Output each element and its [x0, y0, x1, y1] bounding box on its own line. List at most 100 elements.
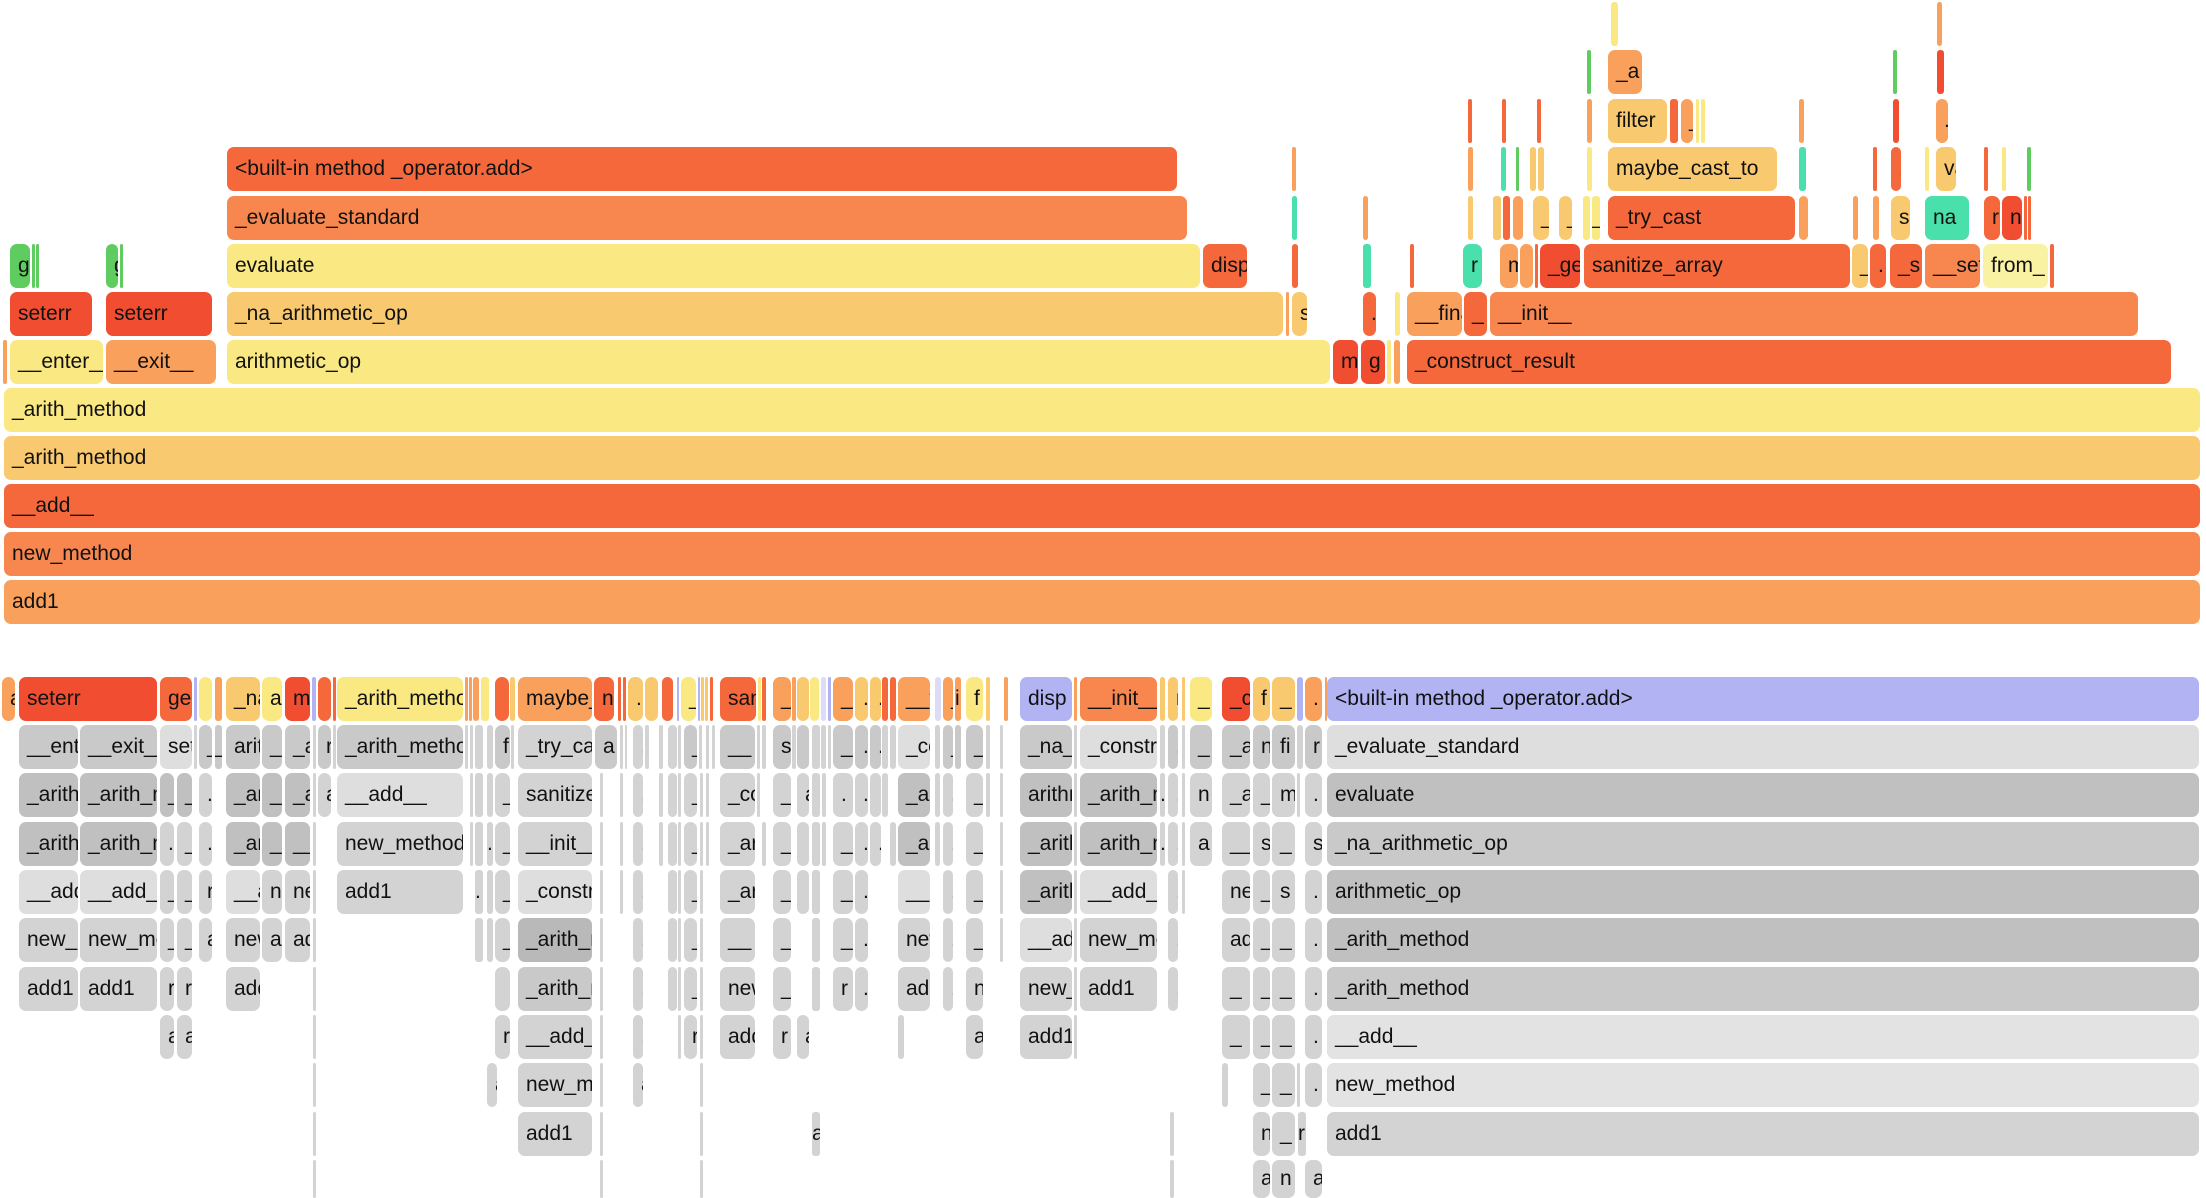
frame-tick[interactable] [1182, 822, 1185, 866]
frame-tick[interactable] [762, 725, 766, 769]
frame-add1[interactable]: add1 [4, 580, 2200, 624]
frame-new_method[interactable]: new_method [4, 532, 2200, 576]
frame-tick[interactable] [465, 677, 468, 721]
frame-[interactable]: . [1870, 244, 1886, 288]
frame-_[interactable]: _ [215, 725, 222, 769]
frame-tick[interactable] [822, 822, 826, 866]
frame-add1[interactable]: add1 [19, 967, 78, 1011]
frame-tick[interactable] [757, 773, 760, 817]
frame-_[interactable]: _ [966, 918, 983, 962]
frame-builtinmethod_operatoradd[interactable]: <built-in method _operator.add> [227, 147, 1177, 191]
frame-tick[interactable] [495, 967, 510, 1011]
frame-tick[interactable] [1170, 1160, 1174, 1198]
frame-tick[interactable] [1701, 99, 1705, 143]
frame-tick[interactable] [659, 822, 663, 866]
frame-tick[interactable] [2002, 147, 2006, 191]
frame-_[interactable]: _ [177, 822, 192, 866]
frame-tick[interactable] [822, 773, 826, 817]
frame-_[interactable]: _ [1272, 1063, 1295, 1107]
frame-tick[interactable] [700, 822, 703, 866]
frame-_arith_method[interactable]: _arith_method [4, 436, 2200, 480]
frame-tick[interactable] [470, 725, 473, 769]
frame-tick[interactable] [600, 918, 603, 962]
frame-tick[interactable] [1363, 196, 1368, 240]
frame-new_method[interactable]: new_method [226, 918, 260, 962]
frame-_[interactable]: _ [160, 773, 174, 817]
frame-__[interactable]: __ [720, 725, 755, 769]
frame-add1[interactable]: add1 [1327, 1112, 2199, 1156]
frame-_construct_result[interactable]: _construct_result [1222, 677, 1250, 721]
frame-tick[interactable] [678, 822, 681, 866]
frame-tick[interactable] [762, 822, 766, 866]
frame-__[interactable]: __ [720, 918, 755, 962]
frame-_[interactable]: _ [1253, 773, 1270, 817]
frame-seterr[interactable]: seterr [10, 292, 92, 336]
frame-tick[interactable] [1493, 196, 1501, 240]
frame-tick[interactable] [475, 773, 483, 817]
frame-tick[interactable] [678, 725, 681, 769]
frame-tick[interactable] [890, 822, 896, 866]
frame-tick[interactable] [475, 918, 483, 962]
frame-[interactable]: . [633, 870, 643, 914]
frame-__add__[interactable]: __add__ [1020, 918, 1072, 962]
frame-_construct[interactable]: _construct [720, 773, 755, 817]
frame-tick[interactable] [935, 773, 940, 817]
frame-r[interactable]: r [1168, 677, 1178, 721]
frame-_[interactable]: _ [495, 822, 510, 866]
frame-tick[interactable] [668, 918, 677, 962]
frame-_[interactable]: _ [773, 967, 791, 1011]
frame-tick[interactable] [473, 677, 479, 721]
frame-tick[interactable] [1160, 677, 1165, 721]
frame-tick[interactable] [470, 773, 473, 817]
frame-new_method[interactable]: new_method [80, 918, 157, 962]
frame-tick[interactable] [511, 725, 514, 769]
frame-tick[interactable] [36, 244, 39, 288]
frame-tick[interactable] [1587, 50, 1591, 94]
frame-tick[interactable] [2050, 244, 2054, 288]
frame-_arith_method[interactable]: _arith_method [1020, 822, 1072, 866]
frame-tick[interactable] [1468, 147, 1473, 191]
frame-_[interactable]: _ [1253, 1063, 1270, 1107]
frame-_evaluate_standard[interactable]: _evaluate_standard [1327, 725, 2199, 769]
frame-r[interactable]: r [495, 1015, 510, 1059]
frame-tick[interactable] [1297, 1063, 1300, 1107]
frame-a[interactable]: a [595, 725, 617, 769]
frame-tick[interactable] [1297, 677, 1303, 721]
frame-tick[interactable] [812, 870, 820, 914]
frame-tick[interactable] [705, 677, 708, 721]
frame-g[interactable]: g [106, 244, 118, 288]
frame-[interactable]: . [1936, 99, 1948, 143]
frame-_[interactable]: _ [1222, 967, 1250, 1011]
frame-tick[interactable] [659, 725, 663, 769]
frame-new_method[interactable]: new_method [1020, 967, 1072, 1011]
frame-tick[interactable] [3, 340, 7, 384]
frame-tick[interactable] [882, 773, 888, 817]
frame-[interactable]: . [870, 677, 881, 721]
frame-tick[interactable] [475, 822, 483, 866]
frame-new_method[interactable]: new_method [518, 1063, 592, 1107]
frame-r[interactable]: r [833, 967, 853, 1011]
frame-_[interactable]: _ [681, 677, 696, 721]
frame-_arith_method[interactable]: _arith_method [337, 725, 463, 769]
frame-__add__[interactable]: __add__ [1222, 822, 1250, 866]
frame-fi[interactable]: fi [1272, 725, 1295, 769]
frame-tick[interactable] [810, 677, 819, 721]
frame-tick[interactable] [1893, 99, 1899, 143]
frame-tick[interactable] [470, 822, 473, 866]
frame-tick[interactable] [659, 773, 663, 817]
frame-_[interactable]: _ [1272, 1015, 1295, 1059]
frame-add1[interactable]: add1 [80, 967, 157, 1011]
frame-[interactable]: . [1168, 822, 1178, 866]
frame-[interactable]: . [1363, 292, 1376, 336]
frame-new_method[interactable]: new_method [1080, 918, 1157, 962]
frame-arithmetic_op[interactable]: arithmetic_op [1327, 870, 2199, 914]
frame-ge[interactable]: ge [160, 677, 192, 721]
frame-[interactable]: . [855, 822, 868, 866]
frame-add1[interactable]: add1 [1080, 967, 1157, 1011]
frame-__add__[interactable]: __add__ [80, 870, 157, 914]
frame-__finalize[interactable]: __finalize [1407, 292, 1462, 336]
frame-disp[interactable]: disp [1020, 677, 1072, 721]
frame-tick[interactable] [1937, 50, 1944, 94]
frame-add1[interactable]: add1 [720, 1015, 755, 1059]
frame-tick[interactable] [882, 725, 888, 769]
